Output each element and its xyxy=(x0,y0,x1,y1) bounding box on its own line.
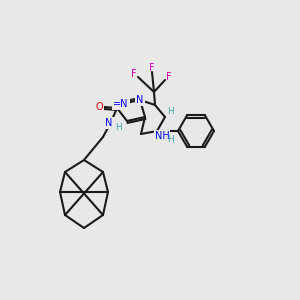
Text: H: H xyxy=(168,134,174,143)
Text: N: N xyxy=(105,118,113,128)
Text: F: F xyxy=(131,69,137,79)
Text: F: F xyxy=(149,63,155,73)
Text: NH: NH xyxy=(154,131,169,141)
Text: F: F xyxy=(166,72,172,82)
Text: O: O xyxy=(95,102,103,112)
Text: =N: =N xyxy=(113,99,129,109)
Text: H: H xyxy=(115,122,122,131)
Text: N: N xyxy=(136,95,144,105)
Text: H: H xyxy=(167,107,173,116)
